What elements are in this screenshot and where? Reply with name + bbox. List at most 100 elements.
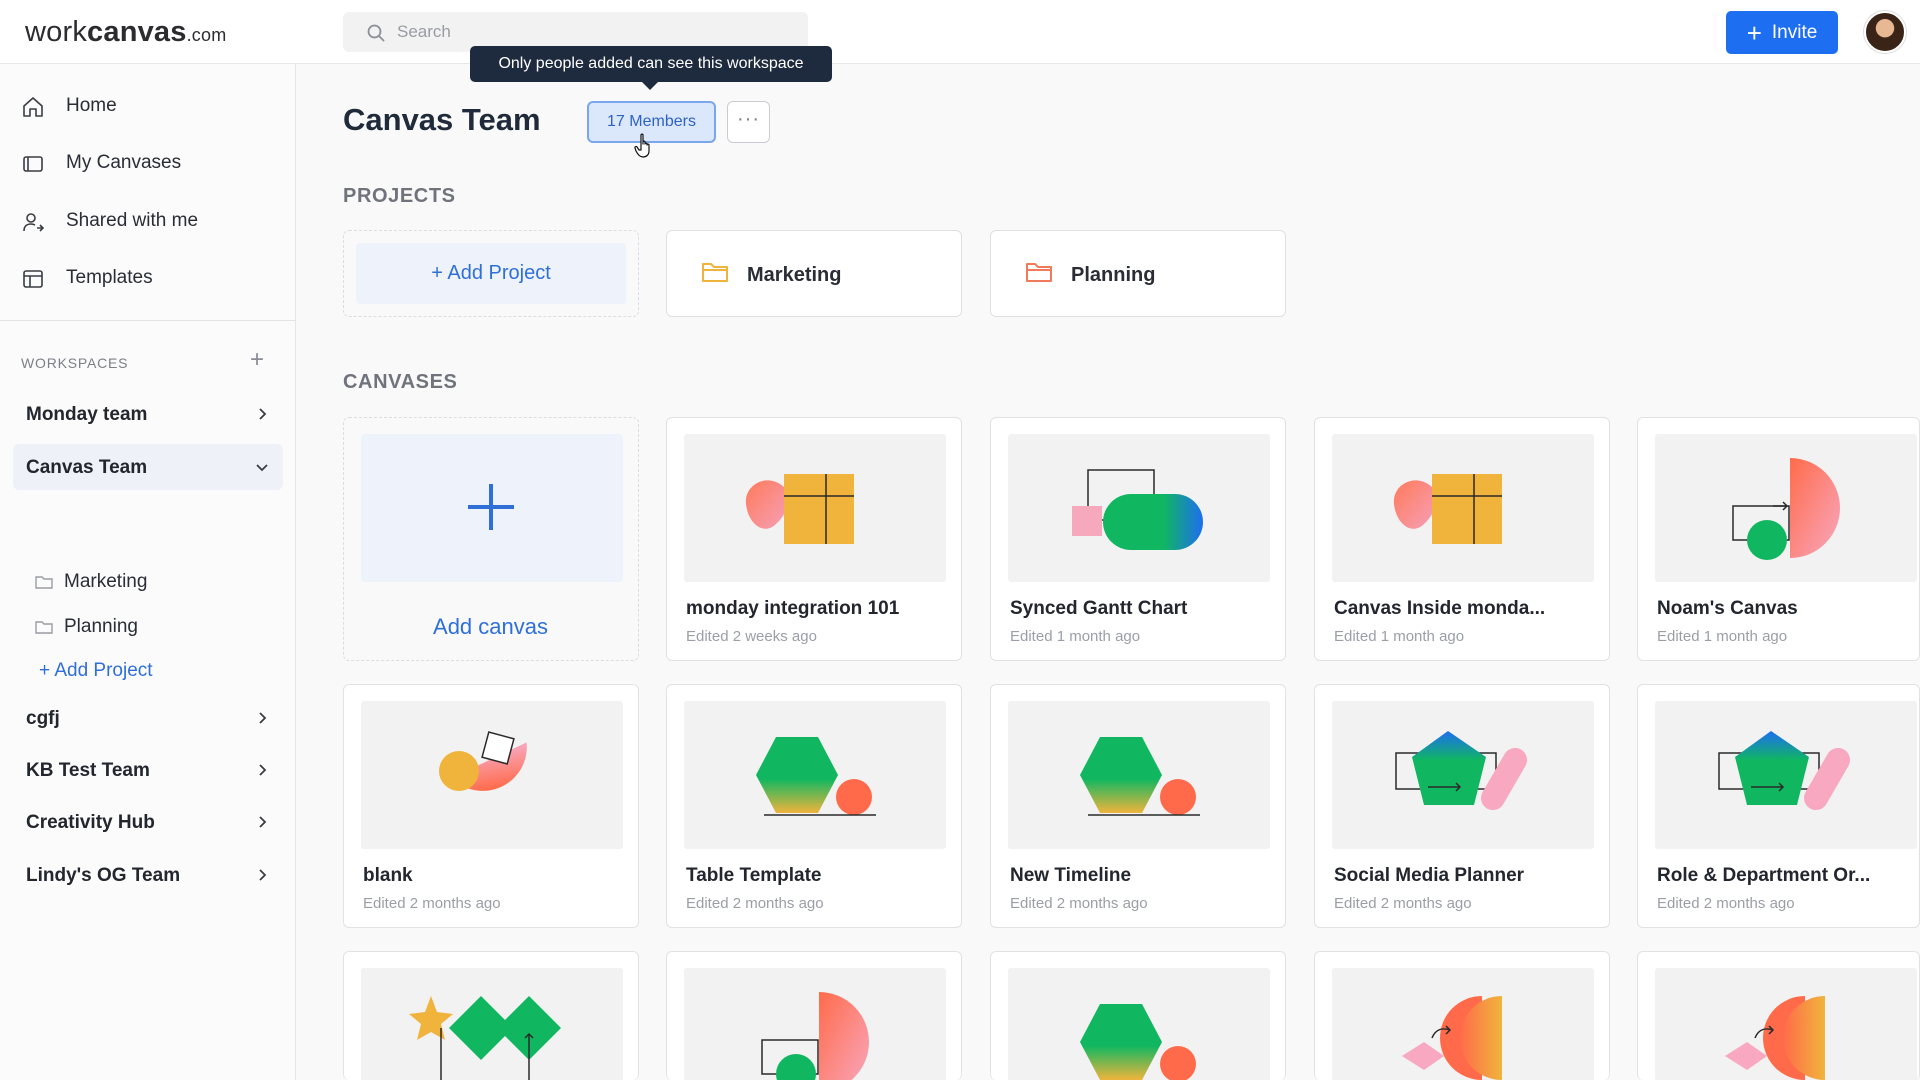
canvas-edited-time: Edited 2 months ago	[1334, 895, 1472, 912]
add-workspace-icon[interactable]: +	[250, 346, 265, 373]
workspace-label: Creativity Hub	[26, 812, 155, 833]
canvas-title: Social Media Planner	[1334, 865, 1525, 886]
canvas-card[interactable]: Noam's Canvas Edited 1 month ago	[1637, 417, 1920, 661]
sidebar-item-shared-with-me[interactable]: Shared with me	[0, 199, 295, 243]
canvas-title: blank	[363, 865, 413, 886]
canvas-thumbnail	[1008, 434, 1270, 582]
home-icon	[23, 97, 43, 117]
search-icon	[367, 24, 385, 42]
sidebar-item-home[interactable]: Home	[0, 84, 295, 128]
chevron-right-icon	[259, 816, 267, 828]
chevron-right-icon	[259, 764, 267, 776]
invite-button[interactable]: + Invite	[1726, 11, 1838, 54]
canvas-thumbnail	[1655, 434, 1917, 582]
project-name: Marketing	[747, 264, 842, 286]
canvas-edited-time: Edited 2 months ago	[686, 895, 824, 912]
canvas-title: Role & Department Or...	[1657, 865, 1871, 886]
logo-text-work: work	[25, 16, 88, 48]
workspace-creativity-hub[interactable]: Creativity Hub	[13, 799, 283, 845]
sidebar-item-label: Templates	[66, 267, 153, 288]
projects-heading: PROJECTS	[343, 185, 456, 207]
sidebar-divider	[0, 320, 295, 321]
add-canvas-thumb	[361, 434, 623, 582]
sidebar-project-marketing[interactable]: Marketing	[35, 567, 147, 597]
canvas-title: monday integration 101	[686, 598, 900, 619]
sidebar-item-label: My Canvases	[66, 152, 182, 173]
sidebar-item-label: Shared with me	[66, 210, 199, 231]
canvas-thumbnail	[1008, 701, 1270, 849]
sidebar-item-label: Home	[66, 95, 117, 116]
canvas-title: Noam's Canvas	[1657, 598, 1798, 619]
chevron-right-icon	[259, 408, 267, 420]
user-avatar[interactable]	[1864, 11, 1906, 53]
canvas-edited-time: Edited 2 weeks ago	[686, 628, 817, 645]
canvas-thumbnail	[684, 434, 946, 582]
canvas-card[interactable]	[343, 951, 639, 1080]
canvas-title: Table Template	[686, 865, 822, 886]
canvas-card[interactable]: blank Edited 2 months ago	[343, 684, 639, 928]
canvas-title: Canvas Inside monda...	[1334, 598, 1546, 619]
project-card-marketing[interactable]: Marketing	[666, 230, 962, 317]
plus-icon: +	[1746, 17, 1762, 48]
chevron-down-icon	[256, 464, 268, 472]
canvas-card[interactable]: Social Media Planner Edited 2 months ago	[1314, 684, 1610, 928]
canvas-thumbnail	[1332, 968, 1594, 1080]
canvas-edited-time: Edited 2 months ago	[1010, 895, 1148, 912]
canvas-card[interactable]	[666, 951, 962, 1080]
search-input[interactable]	[397, 12, 787, 52]
plus-icon	[468, 484, 514, 530]
workspace-label: Monday team	[26, 404, 148, 425]
search-bar[interactable]	[343, 12, 808, 52]
canvas-card[interactable]	[1314, 951, 1610, 1080]
workspace-monday-team[interactable]: Monday team	[13, 391, 283, 437]
sidebar-add-project-link[interactable]: + Add Project	[39, 660, 153, 681]
sidebar-item-my-canvases[interactable]: My Canvases	[0, 141, 295, 185]
workspace-label: Lindy's OG Team	[26, 865, 181, 886]
invite-label: Invite	[1771, 21, 1818, 43]
canvas-thumbnail	[1008, 968, 1270, 1080]
folder-icon	[35, 621, 53, 634]
workspace-cgfj[interactable]: cgfj	[13, 695, 283, 741]
canvas-edited-time: Edited 2 months ago	[1657, 895, 1795, 912]
canvas-thumbnail	[1332, 701, 1594, 849]
workspace-canvas-team[interactable]: Canvas Team	[13, 444, 283, 490]
canvas-edited-time: Edited 1 month ago	[1010, 628, 1141, 645]
workspace-lindys-og-team[interactable]: Lindy's OG Team	[13, 852, 283, 898]
canvas-thumbnail	[684, 968, 946, 1080]
workspace-kb-test-team[interactable]: KB Test Team	[13, 747, 283, 793]
canvas-edited-time: Edited 2 months ago	[363, 895, 501, 912]
sidebar: Home My Canvases Shared with me Template…	[0, 64, 296, 1080]
canvas-card[interactable]: New Timeline Edited 2 months ago	[990, 684, 1286, 928]
canvas-icon	[23, 156, 43, 172]
canvas-card[interactable]: monday integration 101 Edited 2 weeks ag…	[666, 417, 962, 661]
user-share-icon	[23, 213, 45, 232]
template-icon	[23, 270, 43, 288]
canvas-card[interactable]	[990, 951, 1286, 1080]
members-button[interactable]: 17 Members	[587, 101, 716, 143]
canvas-card[interactable]	[1637, 951, 1920, 1080]
logo-text-canvas: canvas	[87, 16, 187, 48]
workspace-label: Canvas Team	[26, 457, 148, 478]
top-header: workcanvas.com + Invite	[0, 0, 1920, 64]
add-canvas-label: Add canvas	[433, 614, 548, 639]
chevron-right-icon	[259, 869, 267, 881]
canvas-card[interactable]: Role & Department Or... Edited 2 months …	[1637, 684, 1920, 928]
canvas-card[interactable]: Synced Gantt Chart Edited 1 month ago	[990, 417, 1286, 661]
more-options-button[interactable]: ···	[727, 101, 770, 143]
canvas-thumbnail	[1655, 701, 1917, 849]
canvas-card[interactable]: Canvas Inside monda... Edited 1 month ag…	[1314, 417, 1610, 661]
add-project-card[interactable]: + Add Project	[343, 230, 639, 317]
canvas-thumbnail	[1655, 968, 1917, 1080]
workcanvas-logo[interactable]: workcanvas.com	[25, 16, 226, 49]
add-canvas-card[interactable]: Add canvas	[343, 417, 639, 661]
add-project-button[interactable]: + Add Project	[356, 243, 626, 304]
sidebar-item-templates[interactable]: Templates	[0, 256, 295, 300]
canvas-card[interactable]: Table Template Edited 2 months ago	[666, 684, 962, 928]
logo-text-com: .com	[186, 25, 227, 45]
project-label: Planning	[64, 616, 138, 637]
folder-icon	[702, 263, 728, 282]
canvas-thumbnail	[361, 701, 623, 849]
project-card-planning[interactable]: Planning	[990, 230, 1286, 317]
sidebar-project-planning[interactable]: Planning	[35, 612, 138, 642]
workspace-label: cgfj	[26, 708, 60, 729]
